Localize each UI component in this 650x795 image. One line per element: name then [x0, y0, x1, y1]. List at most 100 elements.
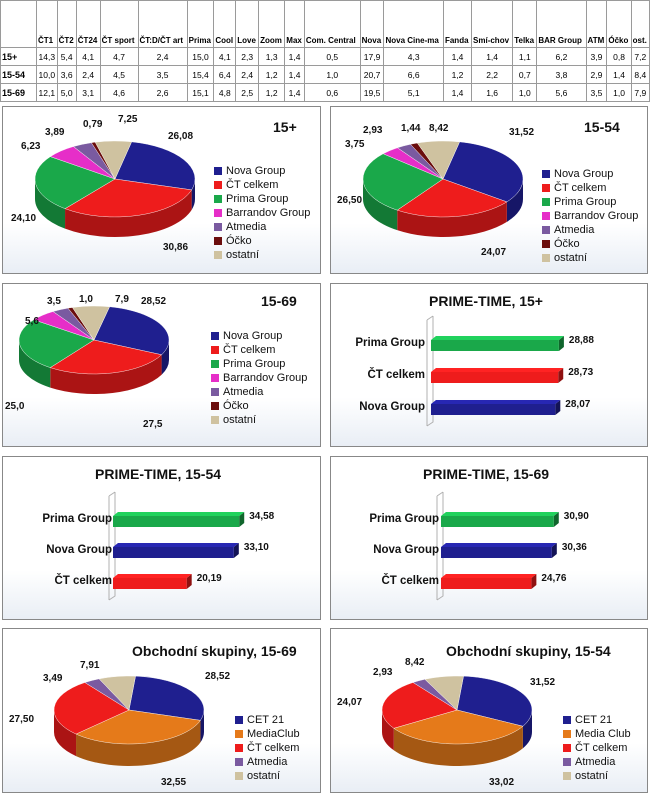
legend-label: MediaClub	[247, 728, 300, 740]
data-label: 0,79	[83, 119, 103, 130]
bar	[113, 578, 187, 589]
bar-side	[239, 512, 245, 527]
chart-title: Obchodní skupiny, 15-69	[132, 643, 297, 659]
data-label: 7,25	[118, 114, 138, 125]
legend-item: Barrandov Group	[211, 371, 307, 385]
legend-item: Atmedia	[542, 223, 638, 237]
legend-label: Nova Group	[554, 168, 614, 180]
category-label: ČT celkem	[367, 369, 425, 381]
bar-side	[551, 543, 557, 558]
table-cell: 19,5	[359, 83, 385, 102]
category-label: Nova Group	[46, 544, 112, 556]
legend-item: ostatní	[235, 769, 300, 783]
legend-item: Prima Group	[542, 195, 638, 209]
category-label: ČT celkem	[381, 575, 439, 587]
pie-slice	[362, 153, 444, 211]
value-label: 20,19	[196, 573, 222, 584]
legend-item: Óčko	[542, 237, 638, 251]
legend-label: Atmedia	[554, 224, 595, 236]
bar-side	[555, 400, 561, 415]
legend-label: Prima Group	[554, 196, 617, 208]
table-cell: 4,5	[99, 65, 139, 84]
value-label: 28,07	[565, 399, 591, 410]
pie-slice	[128, 675, 205, 721]
legend-item: Barrandov Group	[542, 209, 638, 223]
data-label: 28,52	[141, 296, 167, 307]
bar-top	[431, 336, 564, 340]
legend-label: CET 21	[575, 714, 613, 726]
legend-swatch	[214, 209, 222, 217]
legend: CET 21 Media Club ČT celkem Atmedia ostatní	[563, 713, 631, 783]
table-cell: 6,4	[213, 65, 237, 84]
pie-slice-side	[50, 354, 162, 394]
legend-item: Barrandov Group	[214, 206, 310, 220]
table-cell: 1,4	[284, 65, 305, 84]
pie-slice-side	[161, 340, 169, 375]
legend-swatch	[214, 223, 222, 231]
bar-side	[553, 512, 559, 527]
table-cell: 2,4	[137, 47, 188, 66]
legend-label: CET 21	[247, 714, 285, 726]
data-label: 24,10	[11, 213, 37, 224]
category-label: Prima Group	[369, 513, 439, 525]
column-header: Cool	[213, 0, 237, 48]
table-cell: 1,3	[258, 47, 286, 66]
legend-item: Atmedia	[563, 755, 631, 769]
legend: Nova Group ČT celkem Prima Group Barrandov …	[214, 164, 310, 262]
legend-label: Prima Group	[223, 358, 286, 370]
pie-slice-side	[76, 720, 201, 766]
column-header: ČT24	[75, 0, 101, 48]
legend-swatch	[211, 346, 219, 354]
table-cell: 1,0	[606, 83, 632, 102]
pie-slice	[93, 306, 170, 355]
chart-title: 15-69	[261, 293, 297, 309]
value-label: 33,10	[243, 542, 269, 553]
table-cell: 4,7	[99, 47, 139, 66]
pie-slice-side	[397, 201, 507, 237]
data-label: 28,52	[205, 671, 231, 682]
value-label: 24,76	[541, 573, 567, 584]
pie-slice-side	[19, 340, 51, 388]
legend-label: ČT celkem	[223, 344, 276, 356]
table-cell: 2,3	[235, 47, 260, 66]
pie-slice	[64, 178, 192, 218]
legend-swatch	[214, 195, 222, 203]
row-header: 15-54	[0, 65, 37, 84]
bar-chart-prime-15-69	[436, 491, 559, 601]
table-cell: 0,7	[512, 65, 538, 84]
legend-item: Óčko	[211, 399, 307, 413]
legend-swatch	[542, 254, 550, 262]
legend-item: ČT celkem	[542, 181, 638, 195]
pie-slice	[49, 339, 163, 375]
data-label: 24,07	[337, 697, 363, 708]
chart-title: PRIME-TIME, 15+	[429, 293, 543, 309]
data-label: 1,0	[79, 294, 93, 305]
legend-swatch	[211, 388, 219, 396]
legend-item: Atmedia	[235, 755, 300, 769]
pie-chart-15-69	[18, 305, 170, 394]
table-cell: 3,5	[585, 83, 608, 102]
share-table: ČT1 ČT2 ČT24 ČT sport ČT:D/ČT art Prima Cool Lo…	[0, 0, 650, 102]
legend-item: Atmedia	[214, 220, 310, 234]
table-cell: 5,1	[383, 83, 444, 102]
data-label: 31,52	[509, 127, 535, 138]
bar-top	[431, 400, 561, 404]
pie-panel-15-69: 15-69 Nova Group ČT celkem Prima Group Barr…	[2, 283, 321, 447]
legend-label: Óčko	[226, 235, 252, 247]
legend-item: ostatní	[563, 769, 631, 783]
legend-swatch	[211, 402, 219, 410]
pie-panel-15plus: 15+ Nova Group ČT celkem Prima Group Barran…	[2, 106, 321, 274]
bar-top	[441, 543, 557, 547]
data-label: 3,75	[345, 139, 365, 150]
legend: CET 21 MediaClub ČT celkem Atmedia ostatní	[235, 713, 300, 783]
bar-top	[113, 543, 239, 547]
bar-top	[431, 368, 564, 372]
category-label: Prima Group	[42, 513, 112, 525]
legend-item: ostatní	[542, 251, 638, 265]
data-label: 27,50	[9, 714, 35, 725]
column-header: Nova Cine-ma	[383, 0, 444, 48]
legend-label: ostatní	[247, 770, 281, 782]
table-cell: 0,6	[303, 83, 361, 102]
table-cell: 15,0	[186, 47, 215, 66]
table-row: 15-69 12,1 5,0 3,1 4,6 2,6 15,1 4,8 2,5 1,2 1,4 0,6…	[0, 83, 650, 102]
